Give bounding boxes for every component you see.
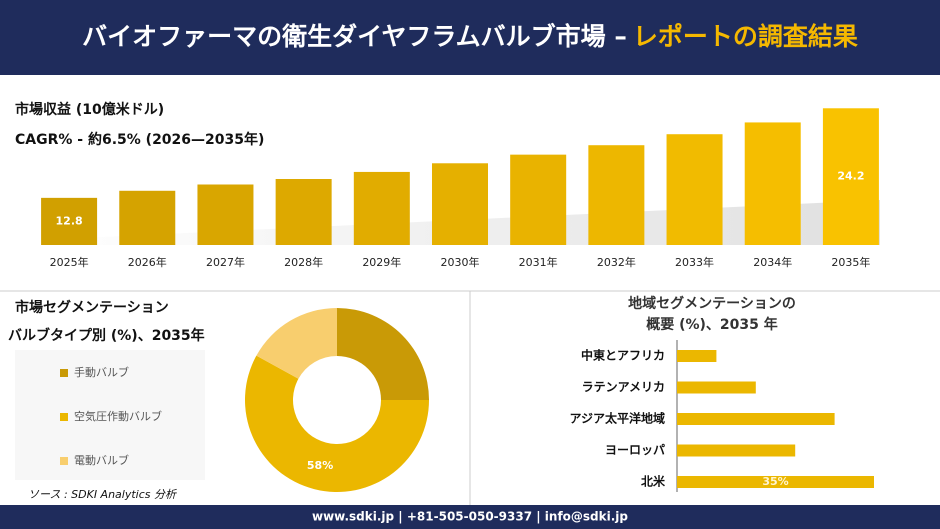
x-tick-label: 2035年 [831,255,870,269]
donut-segment [256,308,337,379]
y-tick-label: アジア太平洋地域 [569,411,665,426]
x-tick-label: 2028年 [284,255,323,269]
y-tick-label: ヨーロッパ [605,443,665,457]
bar [677,350,717,362]
y-tick-label: 北米 [641,474,666,489]
x-tick-label: 2025年 [50,255,89,269]
title-highlight: レポートの調査結果 [633,22,858,51]
bar [822,108,879,246]
bar [41,197,98,245]
chart-subtitle: バルブタイプ別 (%)、2035年 [8,327,205,344]
y-tick-label: ラテンアメリカ [582,380,665,394]
legend-label: 空気圧作動バルブ [74,409,162,423]
value-label: 24.2 [837,170,864,183]
bar [119,190,176,245]
donut-segment [245,355,429,492]
title-main: バイオファーマの衛生ダイヤフラムバルブ市場 – [82,22,627,51]
legend-label: 電動バルブ [74,453,129,467]
legend-swatch [60,413,68,421]
x-tick-label: 2031年 [519,255,558,269]
legend-swatch [60,369,68,377]
value-label: 35% [762,475,788,488]
chart-subtitle: CAGR% - 約6.5% (2026—2035年) [15,131,264,148]
footer-text: www.sdki.jp | +81-505-050-9337 | info@sd… [312,510,628,524]
header-title: バイオファーマの衛生ダイヤフラムバルブ市場 – レポートの調査結果 [82,22,858,51]
header-band [0,0,940,75]
bar [677,476,874,488]
x-tick-label: 2029年 [362,255,401,269]
x-tick-label: 2034年 [753,255,792,269]
chart-title: 地域セグメンテーションの [628,295,796,312]
bar [353,171,410,245]
chart-title: 市場セグメンテーション [15,299,169,316]
bar [677,413,835,425]
bar [666,134,723,245]
x-tick-label: 2032年 [597,255,636,269]
source: ソース : SDKI Analytics 分析 [28,488,178,501]
bar [432,163,488,245]
bar [744,122,801,245]
donut-segment [337,308,429,400]
value-label: 12.8 [56,214,83,227]
bar [197,184,254,245]
footer-band [0,505,940,529]
x-tick-label: 2026年 [128,255,167,269]
chart-subtitle: 概要 (%)、2035 年 [646,316,778,333]
x-tick-label: 2033年 [675,255,714,269]
bar [677,381,756,394]
bar [275,179,332,245]
x-tick-label: 2027年 [206,255,245,269]
legend-swatch [60,457,68,465]
bar [677,444,796,457]
bar [588,145,645,245]
legend-box [15,350,205,480]
value-label: 58% [307,459,333,472]
y-tick-label: 中東とアフリカ [581,348,665,363]
x-tick-label: 2030年 [441,255,480,269]
chart-title: 市場収益 (10億米ドル) [15,101,164,118]
legend-label: 手動バルブ [74,365,129,379]
bar [510,154,567,245]
